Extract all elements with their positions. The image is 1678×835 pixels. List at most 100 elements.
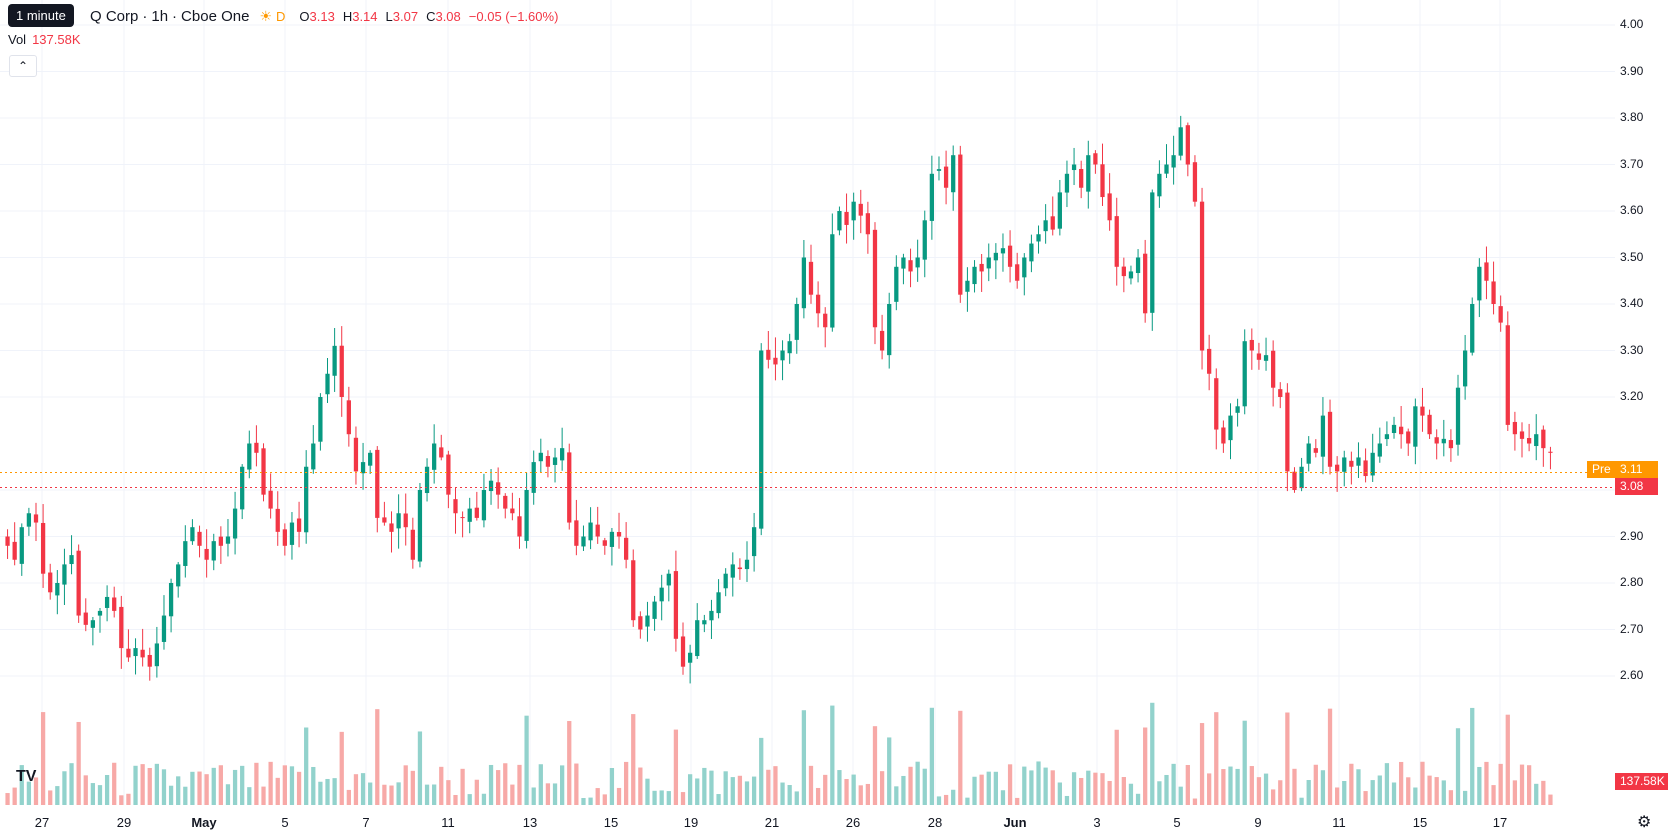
candle-body: [26, 513, 32, 527]
volume-bar: [112, 762, 117, 805]
candle: [1242, 329, 1247, 415]
volume-bar: [240, 765, 245, 805]
candle: [1007, 230, 1013, 283]
candle-body: [652, 601, 657, 619]
gear-icon[interactable]: ⚙: [1637, 814, 1652, 831]
candle: [232, 491, 238, 555]
volume-bar: [481, 793, 487, 805]
volume-bar: [225, 784, 231, 805]
candle-body: [858, 203, 863, 216]
volume-bar: [247, 787, 252, 805]
candle-body: [581, 536, 586, 547]
candle-body: [645, 615, 650, 627]
candle-body: [488, 480, 494, 492]
volume-bar: [296, 771, 302, 805]
volume-bar: [1349, 763, 1354, 805]
candle: [993, 243, 998, 280]
symbol-legend: Q Corp · 1h · Cboe One ☀ D O3.13 H3.14 L…: [8, 6, 558, 26]
tradingview-logo-icon[interactable]: TV: [16, 768, 37, 785]
volume-bar: [396, 782, 401, 805]
candle-body: [1043, 220, 1048, 232]
candle-body: [1420, 406, 1425, 416]
separator: ·: [142, 7, 148, 25]
candle: [716, 579, 721, 619]
candle: [368, 450, 373, 474]
volume-bar: [1512, 780, 1518, 805]
candle: [1235, 398, 1240, 427]
volume-bar: [552, 783, 558, 805]
volume-bar: [1242, 720, 1247, 805]
candle: [560, 427, 565, 471]
candle-body: [602, 540, 607, 546]
candle: [5, 529, 10, 559]
volume-bar: [766, 769, 771, 805]
candle: [979, 253, 984, 292]
candle: [1100, 143, 1105, 206]
candle-body: [55, 583, 60, 596]
candle: [1548, 446, 1553, 470]
volume-bar: [1150, 702, 1155, 805]
volume-bar: [1086, 770, 1091, 805]
candle: [780, 340, 785, 381]
price-tick: 3.40: [1620, 296, 1644, 310]
candle: [901, 253, 906, 285]
candle-body: [218, 536, 223, 546]
volume-bar: [659, 790, 664, 805]
candle: [737, 558, 743, 580]
candle-body: [1498, 306, 1503, 323]
candle: [624, 522, 629, 569]
candle: [332, 328, 337, 392]
interval-label[interactable]: 1h: [151, 7, 169, 25]
candle: [119, 595, 124, 669]
candle-body: [1491, 281, 1496, 304]
volume-bar: [453, 794, 458, 805]
candle: [268, 473, 273, 519]
candle-body: [659, 587, 664, 602]
symbol-name[interactable]: Q Corp: [90, 7, 139, 25]
volume-bar: [787, 785, 792, 805]
volume-bar: [55, 786, 60, 805]
candle-body: [1057, 192, 1062, 229]
volume-bar: [368, 782, 373, 805]
candle: [439, 434, 444, 461]
candle: [55, 570, 60, 615]
candle: [339, 326, 344, 417]
volume-bar: [808, 765, 814, 805]
volume-bar: [737, 775, 743, 805]
candle-body: [851, 201, 856, 221]
candle-body: [1484, 262, 1489, 281]
candle: [602, 537, 607, 555]
candle-body: [147, 654, 152, 667]
candle: [1157, 160, 1162, 208]
candle-body: [1406, 431, 1411, 444]
candle: [865, 201, 871, 254]
candle: [161, 595, 167, 650]
volume-bar: [197, 771, 202, 805]
volume-bar: [680, 792, 686, 805]
collapse-legend-button[interactable]: ⌃: [9, 55, 37, 77]
candle-body: [410, 529, 415, 560]
candle: [261, 443, 266, 502]
candle: [218, 526, 223, 564]
candle-body: [801, 257, 807, 309]
volume-bar: [1427, 775, 1432, 805]
candle: [552, 447, 558, 483]
volume-bar: [730, 777, 735, 805]
candle: [1292, 467, 1297, 493]
candle: [1399, 406, 1404, 449]
volume-bar: [417, 731, 423, 805]
candle: [311, 425, 316, 474]
candle-body: [197, 531, 202, 546]
candle-body: [936, 169, 942, 171]
candle-body: [631, 560, 636, 621]
candle: [1477, 258, 1482, 318]
volume-bar: [538, 764, 543, 805]
open-value: 3.13: [309, 8, 335, 24]
volume-bar: [1299, 797, 1304, 805]
volume-bar: [1071, 772, 1077, 805]
candle: [1143, 239, 1148, 323]
candle-body: [545, 456, 551, 467]
candle: [40, 504, 46, 588]
volume-bar: [1462, 790, 1468, 805]
